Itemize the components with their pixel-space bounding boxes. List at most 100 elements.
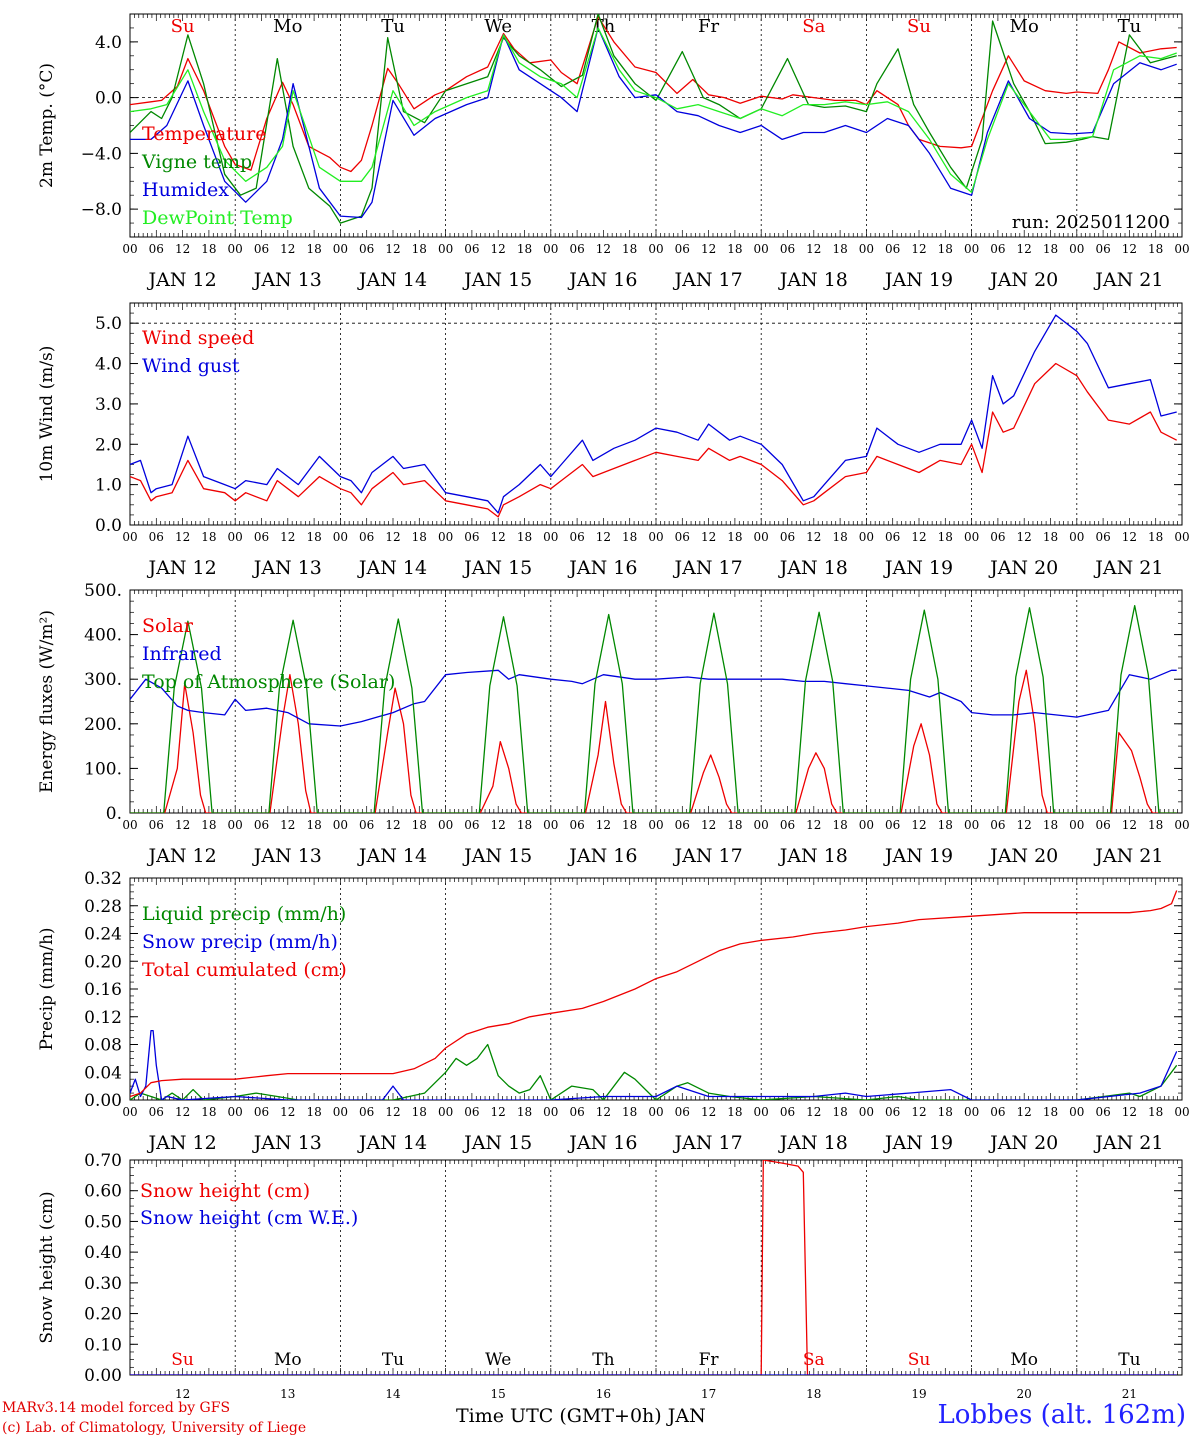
hour-tick-label: 06 <box>885 242 900 256</box>
y-axis-label: 2m Temp. (°C) <box>37 63 57 188</box>
series-line-dewpoint-temp <box>130 27 1177 194</box>
panel-energy: 0. 100. 200. 300. 400. 500. Energy fluxes (W/m… <box>37 581 1190 867</box>
hour-tick-label: 12 <box>701 1105 716 1119</box>
date-label: JAN 12 <box>147 269 217 291</box>
hour-tick-label: 00 <box>122 530 137 544</box>
hour-tick-label: 00 <box>964 242 979 256</box>
hour-tick-label: 18 <box>412 530 427 544</box>
hour-tick-label: 18 <box>938 818 953 832</box>
hour-tick-label: 18 <box>727 242 742 256</box>
hour-tick-label: 00 <box>333 530 348 544</box>
date-label: JAN 18 <box>778 845 848 867</box>
legend-entry: Vigne temp <box>141 151 252 173</box>
y-axis-label: Snow height (cm) <box>37 1191 57 1343</box>
date-label: JAN 13 <box>252 845 322 867</box>
run-label: run: 2025011200 <box>1012 212 1170 233</box>
hour-tick-label: 18 <box>832 818 847 832</box>
series-line-solar <box>130 669 1177 813</box>
day-name-label: Su <box>908 1350 931 1370</box>
hour-tick-label: 18 <box>727 1105 742 1119</box>
hour-tick-label: 06 <box>675 1105 690 1119</box>
hour-tick-label: 18 <box>1148 818 1163 832</box>
day-name-label: Tu <box>382 1350 404 1370</box>
panel-wind: 0.0 1.0 2.0 3.0 4.0 5.0 10m Wind (m/s) 00 06 12 18… <box>37 302 1190 579</box>
hour-tick-label: 00 <box>754 818 769 832</box>
date-label: JAN 19 <box>883 269 953 291</box>
hour-tick-label: 18 <box>938 242 953 256</box>
y-tick-label: 500. <box>84 581 122 601</box>
hour-tick-label: 06 <box>780 242 795 256</box>
date-label: JAN 14 <box>357 845 427 867</box>
day-name-label: Su <box>907 16 931 37</box>
y-tick-label: 0.70 <box>84 1151 122 1171</box>
y-tick-label: 0.20 <box>84 952 122 972</box>
hour-tick-label: 00 <box>543 530 558 544</box>
credit-line-1: MARv3.14 model forced by GFS <box>2 1400 231 1416</box>
hour-tick-label: 12 <box>701 530 716 544</box>
date-label: JAN 19 <box>883 1132 953 1154</box>
hour-tick-label: 00 <box>964 1105 979 1119</box>
legend-entry: Top of Atmosphere (Solar) <box>142 671 395 693</box>
x-axis-title: Time UTC (GMT+0h) JAN <box>456 1405 706 1427</box>
panel-snow: 0.00 0.10 0.20 0.30 0.40 0.50 0.60 0.70 Snow hei… <box>37 1151 1183 1401</box>
hour-tick-label: 18 <box>727 818 742 832</box>
day-number-label: 12 <box>175 1387 190 1401</box>
hour-tick-label: 18 <box>306 1105 321 1119</box>
date-label: JAN 19 <box>883 845 953 867</box>
hour-tick-label: 06 <box>990 242 1005 256</box>
hour-tick-label: 12 <box>806 1105 821 1119</box>
date-label: JAN 15 <box>462 269 532 291</box>
legend-entry: Liquid precip (mm/h) <box>142 903 346 925</box>
date-label: JAN 21 <box>1093 845 1163 867</box>
y-tick-label: 0. <box>106 804 122 824</box>
hour-tick-label: 06 <box>359 242 374 256</box>
hour-tick-label: 18 <box>306 818 321 832</box>
hour-tick-label: 12 <box>1017 242 1032 256</box>
hour-tick-label: 00 <box>754 242 769 256</box>
y-tick-label: 0.24 <box>84 925 122 945</box>
y-tick-label: 100. <box>84 759 122 779</box>
hour-tick-label: 18 <box>517 530 532 544</box>
hour-tick-label: 18 <box>517 1105 532 1119</box>
date-label: JAN 21 <box>1093 269 1163 291</box>
date-label: JAN 14 <box>357 269 427 291</box>
hour-tick-label: 12 <box>911 242 926 256</box>
y-tick-label: 0.60 <box>84 1182 122 1202</box>
hour-tick-label: 18 <box>1148 1105 1163 1119</box>
hour-tick-label: 00 <box>1069 242 1084 256</box>
date-label: JAN 13 <box>252 1132 322 1154</box>
day-number-label: 18 <box>806 1387 821 1401</box>
hour-tick-label: 06 <box>885 818 900 832</box>
hour-tick-label: 00 <box>333 818 348 832</box>
hour-tick-label: 12 <box>1122 1105 1137 1119</box>
legend-entry: Snow precip (mm/h) <box>142 931 338 953</box>
date-label: JAN 20 <box>988 557 1058 579</box>
day-name-label: Mo <box>1010 16 1039 37</box>
hour-tick-label: 06 <box>990 530 1005 544</box>
hour-tick-label: 18 <box>517 818 532 832</box>
hour-tick-label: 06 <box>990 1105 1005 1119</box>
hour-tick-label: 18 <box>1043 818 1058 832</box>
hour-tick-label: 18 <box>1043 1105 1058 1119</box>
hour-tick-label: 18 <box>938 1105 953 1119</box>
hour-tick-label: 12 <box>806 818 821 832</box>
hour-tick-label: 12 <box>1017 1105 1032 1119</box>
hour-tick-label: 18 <box>201 1105 216 1119</box>
hour-tick-label: 06 <box>990 818 1005 832</box>
day-name-label: Su <box>171 1350 194 1370</box>
hour-tick-label: 12 <box>175 818 190 832</box>
hour-tick-label: 00 <box>964 530 979 544</box>
hour-tick-label: 06 <box>780 530 795 544</box>
y-tick-label: 0.00 <box>84 1091 122 1111</box>
y-tick-label: 0.08 <box>84 1036 122 1056</box>
hour-tick-label: 12 <box>175 1105 190 1119</box>
hour-tick-label: 06 <box>464 530 479 544</box>
legend-entry: Infrared <box>142 643 222 665</box>
y-axis-label: Precip (mm/h) <box>37 927 57 1050</box>
hour-tick-label: 00 <box>754 530 769 544</box>
hour-tick-label: 12 <box>280 242 295 256</box>
hour-tick-label: 12 <box>491 818 506 832</box>
y-tick-label: 2.0 <box>95 435 122 455</box>
hour-tick-label: 06 <box>359 530 374 544</box>
legend-entry: DewPoint Temp <box>142 207 293 229</box>
